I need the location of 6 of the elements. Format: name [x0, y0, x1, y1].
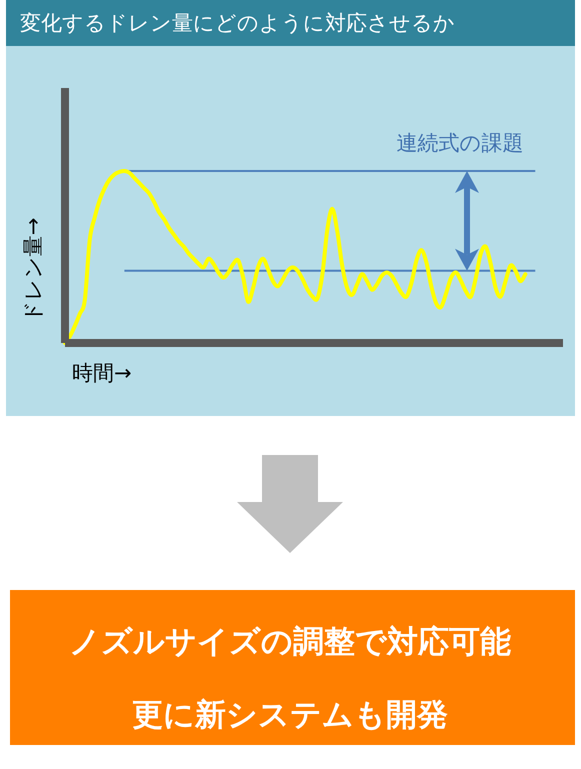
chart-title: 変化するドレン量にどのように対応させるか — [20, 11, 455, 35]
text: ノズルサイズの調整で対応可能 — [69, 624, 511, 660]
x-axis-title: 時間→ — [72, 361, 132, 385]
y-axis-title: ドレン量→ — [21, 218, 45, 322]
text: 連続式の課題 — [396, 131, 524, 155]
text: 更に新システムも開発 — [132, 697, 448, 733]
